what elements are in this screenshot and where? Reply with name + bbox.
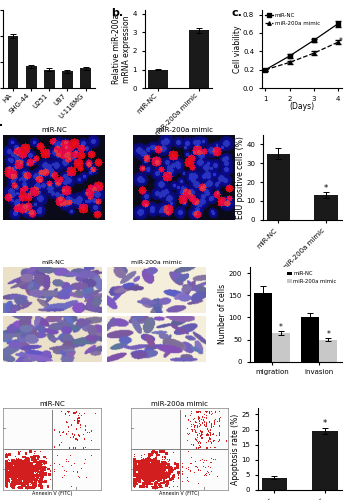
Y-axis label: Cell viability: Cell viability bbox=[233, 26, 241, 73]
miR-NC bbox=[263, 67, 267, 73]
Bar bbox=[267, 154, 290, 220]
Bar bbox=[314, 196, 338, 220]
miR-200a mimic bbox=[287, 60, 292, 66]
Bar bbox=[272, 333, 290, 362]
Title: miR-200a mimic: miR-200a mimic bbox=[156, 127, 213, 133]
Text: d.: d. bbox=[0, 118, 3, 128]
Y-axis label: Relative miR-200a
mRNA expression: Relative miR-200a mRNA expression bbox=[112, 14, 131, 84]
Bar bbox=[301, 318, 319, 362]
X-axis label: Annexin V (FITC): Annexin V (FITC) bbox=[32, 492, 72, 496]
Bar bbox=[80, 68, 91, 88]
Y-axis label: Number of cells: Number of cells bbox=[218, 284, 227, 344]
Text: *: * bbox=[326, 330, 330, 339]
Bar bbox=[8, 36, 19, 88]
Text: b.: b. bbox=[111, 8, 123, 18]
Title: miR-NC: miR-NC bbox=[39, 400, 65, 406]
miR-200a mimic bbox=[336, 39, 340, 45]
Legend: miR-NC, miR-200a mimic: miR-NC, miR-200a mimic bbox=[265, 13, 320, 26]
Title: miR-200a mimic: miR-200a mimic bbox=[131, 260, 182, 265]
miR-200a mimic bbox=[263, 67, 267, 73]
Text: c.: c. bbox=[231, 8, 243, 18]
Title: miR-200a mimic: miR-200a mimic bbox=[151, 400, 208, 406]
Bar bbox=[254, 293, 272, 362]
Bar bbox=[189, 30, 209, 88]
Text: *: * bbox=[323, 418, 327, 428]
Bar bbox=[319, 340, 337, 361]
Bar bbox=[62, 72, 73, 88]
Bar bbox=[262, 478, 287, 490]
miR-NC bbox=[287, 53, 292, 59]
Title: miR-NC: miR-NC bbox=[41, 127, 67, 133]
Bar bbox=[313, 431, 338, 490]
Y-axis label: Apoptosis rate (%): Apoptosis rate (%) bbox=[231, 414, 240, 485]
Bar bbox=[148, 70, 168, 88]
Line: miR-200a mimic: miR-200a mimic bbox=[264, 40, 340, 72]
Text: *: * bbox=[339, 37, 343, 46]
miR-NC bbox=[336, 21, 340, 27]
Text: *: * bbox=[324, 184, 328, 192]
Legend: miR-NC, miR-200a mimic: miR-NC, miR-200a mimic bbox=[285, 269, 339, 286]
X-axis label: Annexin V (FITC): Annexin V (FITC) bbox=[159, 492, 200, 496]
Bar bbox=[44, 70, 55, 88]
Bar bbox=[26, 66, 37, 88]
X-axis label: (Days): (Days) bbox=[289, 102, 314, 111]
Text: *: * bbox=[279, 323, 283, 332]
Line: miR-NC: miR-NC bbox=[264, 22, 340, 72]
Title: miR-NC: miR-NC bbox=[41, 260, 64, 265]
miR-NC bbox=[312, 38, 316, 44]
miR-200a mimic bbox=[312, 50, 316, 56]
Y-axis label: EdU positive cells (%): EdU positive cells (%) bbox=[236, 136, 245, 219]
